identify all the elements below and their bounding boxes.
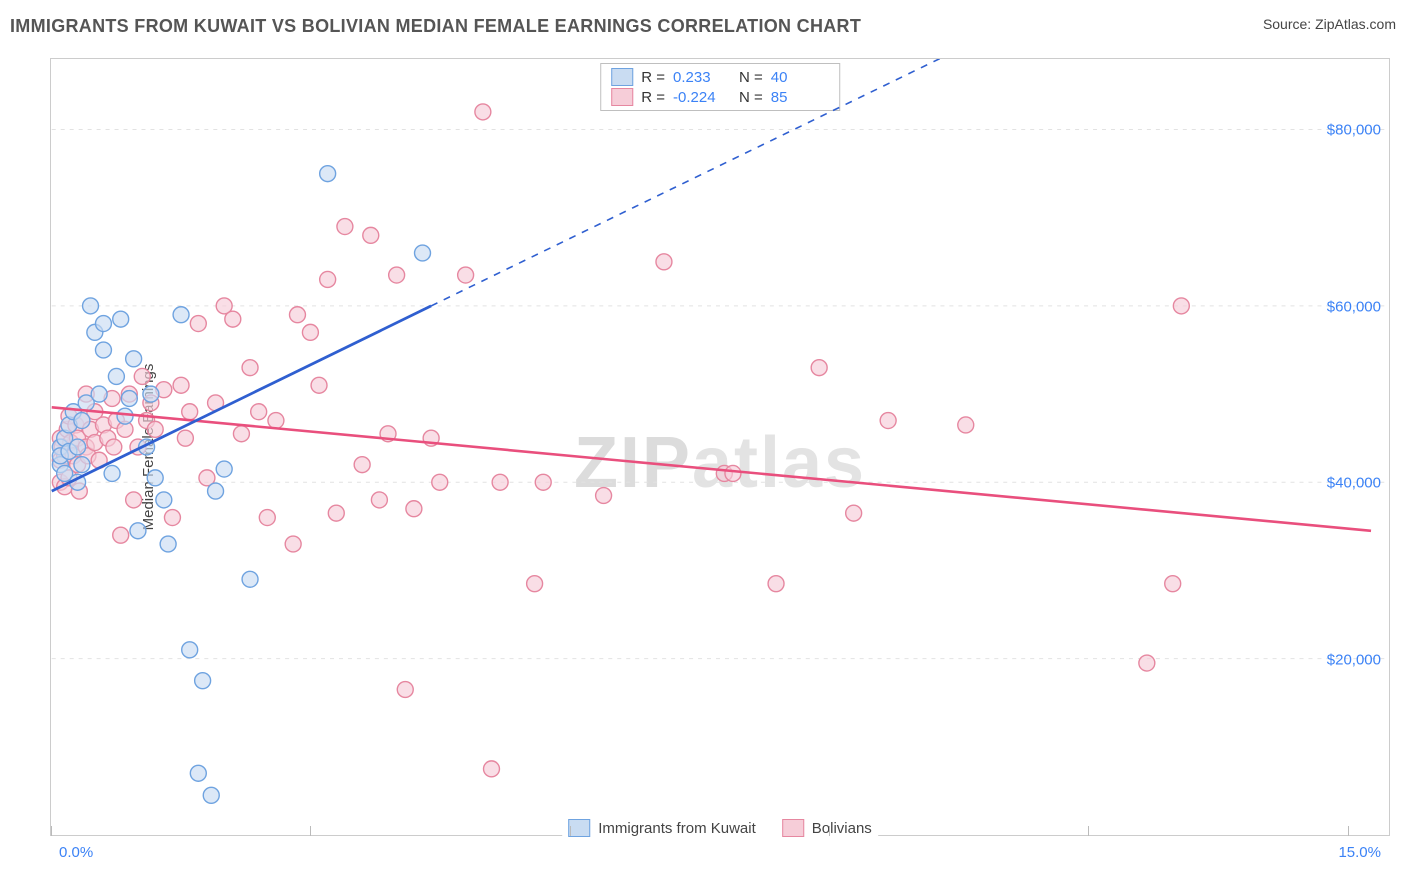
y-tick-label: $40,000 [1327,475,1381,492]
x-min-label: 0.0% [59,844,93,861]
legend-label-kuwait: Immigrants from Kuwait [598,820,756,837]
legend-label-bolivian: Bolivians [812,820,872,837]
source-name: ZipAtlas.com [1315,16,1396,32]
chart-page: IMMIGRANTS FROM KUWAIT VS BOLIVIAN MEDIA… [0,0,1406,892]
legend-item-bolivian: Bolivians [782,819,872,837]
legend-item-kuwait: Immigrants from Kuwait [568,819,756,837]
x-tick [1348,826,1349,836]
plot-area: Median Female Earnings ZIPatlas R = 0.23… [50,58,1390,836]
swatch-kuwait-icon [568,819,590,837]
series-legend: Immigrants from Kuwait Bolivians [562,819,878,837]
x-tick [51,826,52,836]
source-label: Source: [1263,16,1311,32]
x-tick [570,826,571,836]
x-tick [310,826,311,836]
scatter-svg [51,59,1389,835]
x-tick [829,826,830,836]
y-tick-label: $60,000 [1327,298,1381,315]
y-tick-label: $20,000 [1327,652,1381,669]
x-tick [1088,826,1089,836]
x-max-label: 15.0% [1338,844,1381,861]
source-attribution: Source: ZipAtlas.com [1263,16,1396,32]
swatch-bolivian-icon [782,819,804,837]
y-tick-label: $80,000 [1327,121,1381,138]
chart-title: IMMIGRANTS FROM KUWAIT VS BOLIVIAN MEDIA… [10,16,861,37]
